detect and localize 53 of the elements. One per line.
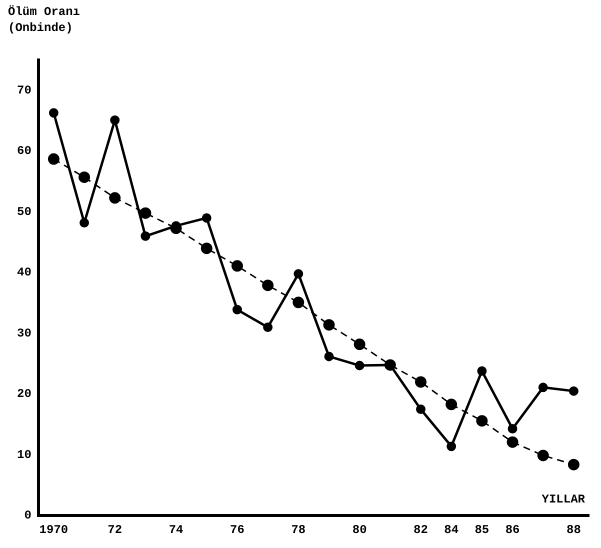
point [231, 260, 243, 272]
point [446, 398, 458, 410]
x-tick-label: 84 [444, 522, 459, 537]
point [140, 207, 152, 219]
y-tick-label: 30 [16, 326, 32, 340]
x-tick-label: 72 [108, 522, 122, 537]
y-tick-label: 40 [16, 266, 32, 280]
x-tick-label: 82 [414, 522, 428, 537]
point [508, 424, 518, 434]
point [416, 404, 426, 414]
x-tick-label: 88 [566, 522, 581, 537]
point [78, 171, 90, 183]
point [415, 376, 427, 388]
x-tick-label: 74 [168, 522, 184, 537]
point [477, 366, 487, 376]
y-tick-label: 10 [16, 448, 32, 462]
x-tick-label: 78 [291, 522, 306, 537]
x-tick-label: 80 [352, 522, 367, 537]
y-tick-label: 70 [16, 83, 32, 98]
point [263, 322, 273, 332]
point [110, 115, 120, 125]
point [48, 153, 60, 165]
point [446, 442, 456, 452]
point [537, 450, 549, 462]
y-tick-label: 60 [16, 144, 32, 158]
point [568, 458, 580, 470]
point [476, 415, 488, 427]
point [568, 386, 578, 396]
point [80, 218, 90, 228]
point [323, 319, 335, 331]
point [354, 360, 364, 370]
x-tick-label: 76 [230, 522, 244, 537]
point [140, 231, 150, 241]
point [262, 280, 274, 292]
x-tick-label: 85 [474, 522, 490, 537]
point [506, 436, 518, 448]
point [202, 213, 212, 223]
point [109, 192, 121, 204]
y-tick-label: 50 [16, 204, 32, 219]
point [48, 108, 58, 118]
point [292, 296, 304, 308]
point [324, 352, 334, 362]
y-axis-title: Ölüm Oranı (Onbinde) [8, 4, 80, 36]
x-tick-label: 86 [505, 522, 520, 537]
point [200, 242, 212, 254]
x-axis-title: YILLAR [542, 492, 586, 507]
point [294, 269, 304, 279]
y-tick-label: 20 [16, 387, 32, 402]
point [232, 304, 242, 314]
point [354, 338, 366, 350]
y-tick-label: 0 [24, 508, 32, 523]
point [538, 382, 548, 392]
x-tick-label: 1970 [39, 522, 68, 537]
